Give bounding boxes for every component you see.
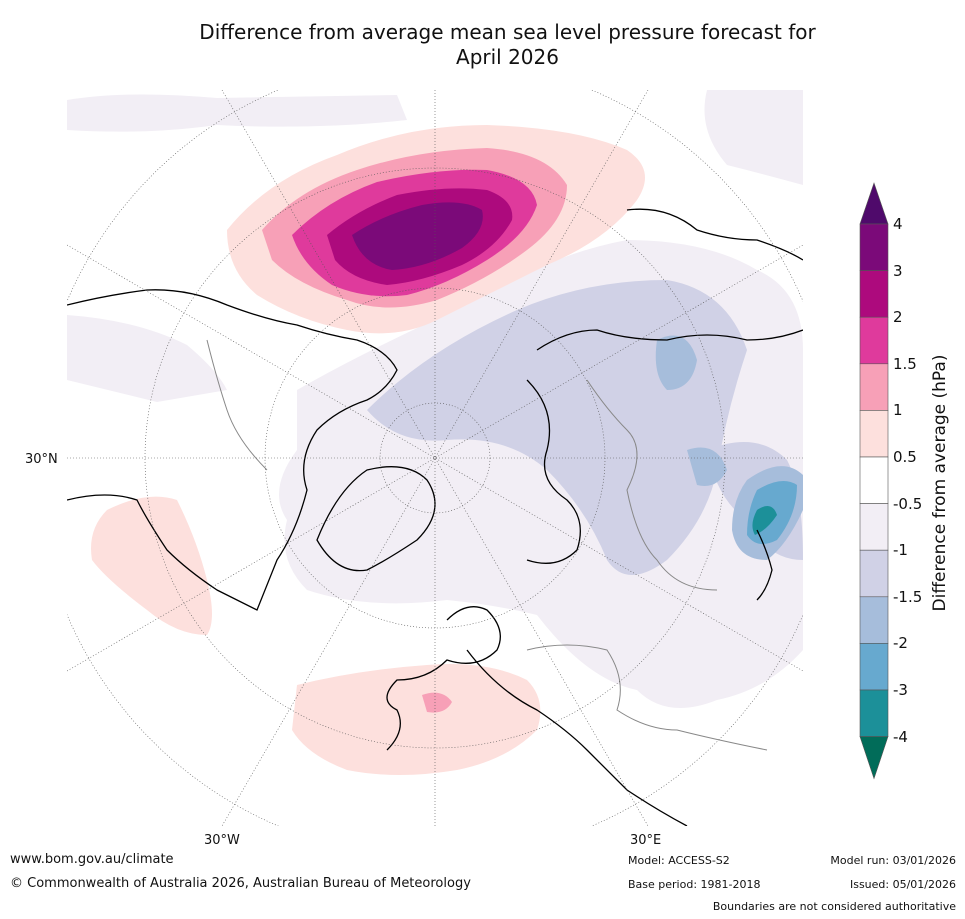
anomaly-neg-core — [655, 335, 697, 390]
lat-label-30n: 30°N — [25, 452, 58, 467]
anomaly-pos-nw-atlantic — [91, 496, 212, 635]
colorbar-band — [859, 643, 889, 691]
colorbar-extend-top — [859, 182, 889, 225]
colorbar-tick-label: 3 — [893, 261, 903, 280]
colorbar-band — [859, 503, 889, 551]
colorbar-band — [859, 270, 889, 318]
issued-text: Issued: 05/01/2026 — [849, 878, 956, 891]
anomaly-neg-far-west — [67, 315, 227, 402]
colorbar-band — [859, 456, 889, 504]
colorbar-band — [859, 410, 889, 458]
anomaly-neg-strongest-east — [752, 506, 777, 535]
colorbar-tick-label: -1.5 — [893, 587, 923, 606]
model-run-text: Model run: 03/01/2026 — [830, 854, 956, 867]
colorbar-tick-label: 1 — [893, 401, 903, 420]
lon-label-30e: 30°E — [630, 833, 662, 848]
colorbar-band — [859, 549, 889, 598]
colorbar-tick-label: 2 — [893, 308, 903, 327]
colorbar-tick-label: 1.5 — [893, 354, 917, 373]
colorbar-title: Difference from average (hPa) — [930, 354, 950, 612]
colorbar-tick-label: -1 — [893, 541, 908, 560]
title-line-2: April 2026 — [456, 45, 559, 69]
anomaly-neg-band — [367, 280, 747, 575]
anomaly-neg-topright — [704, 90, 803, 185]
colorbar-tick-label: 0.5 — [893, 448, 917, 466]
anomaly-neg-top — [67, 94, 407, 132]
colorbar-tick-label: -0.5 — [893, 494, 923, 513]
colorbar-band — [859, 316, 889, 365]
disclaimer-text: Boundaries are not considered authoritat… — [712, 900, 956, 913]
colorbar-extend-bottom — [859, 736, 889, 780]
colorbar-band — [859, 223, 889, 271]
colorbar: 4 3 2 1.5 1 0.5 -0.5 -1 -1.5 -2 -3 -4 — [855, 180, 965, 790]
anomaly-neg-core2 — [687, 447, 727, 486]
colorbar-band — [859, 596, 889, 644]
copyright-text: © Commonwealth of Australia 2026, Austra… — [10, 876, 471, 891]
colorbar-tick-label: -4 — [893, 727, 908, 746]
anomaly-pos-europe — [292, 664, 541, 775]
map-title: Difference from average mean sea level p… — [150, 20, 865, 70]
anomaly-pos-europe-core — [422, 692, 452, 713]
graticule — [67, 90, 803, 826]
colorbar-band — [859, 363, 889, 411]
colorbar-tick-label: -3 — [893, 681, 908, 699]
anomaly-pos-3 — [352, 202, 483, 270]
lon-label-30w: 30°W — [204, 833, 240, 848]
country-borders — [206, 339, 768, 751]
website-text: www.bom.gov.au/climate — [10, 852, 174, 867]
colorbar-band — [859, 689, 889, 737]
base-period-text: Base period: 1981-2018 — [628, 878, 761, 891]
colorbar-tick-label: -2 — [893, 634, 908, 653]
title-line-1: Difference from average mean sea level p… — [199, 20, 816, 44]
polar-map — [67, 90, 803, 826]
colorbar-tick-label: 4 — [893, 215, 903, 233]
model-text: Model: ACCESS-S2 — [628, 854, 730, 867]
coastlines — [67, 208, 803, 826]
